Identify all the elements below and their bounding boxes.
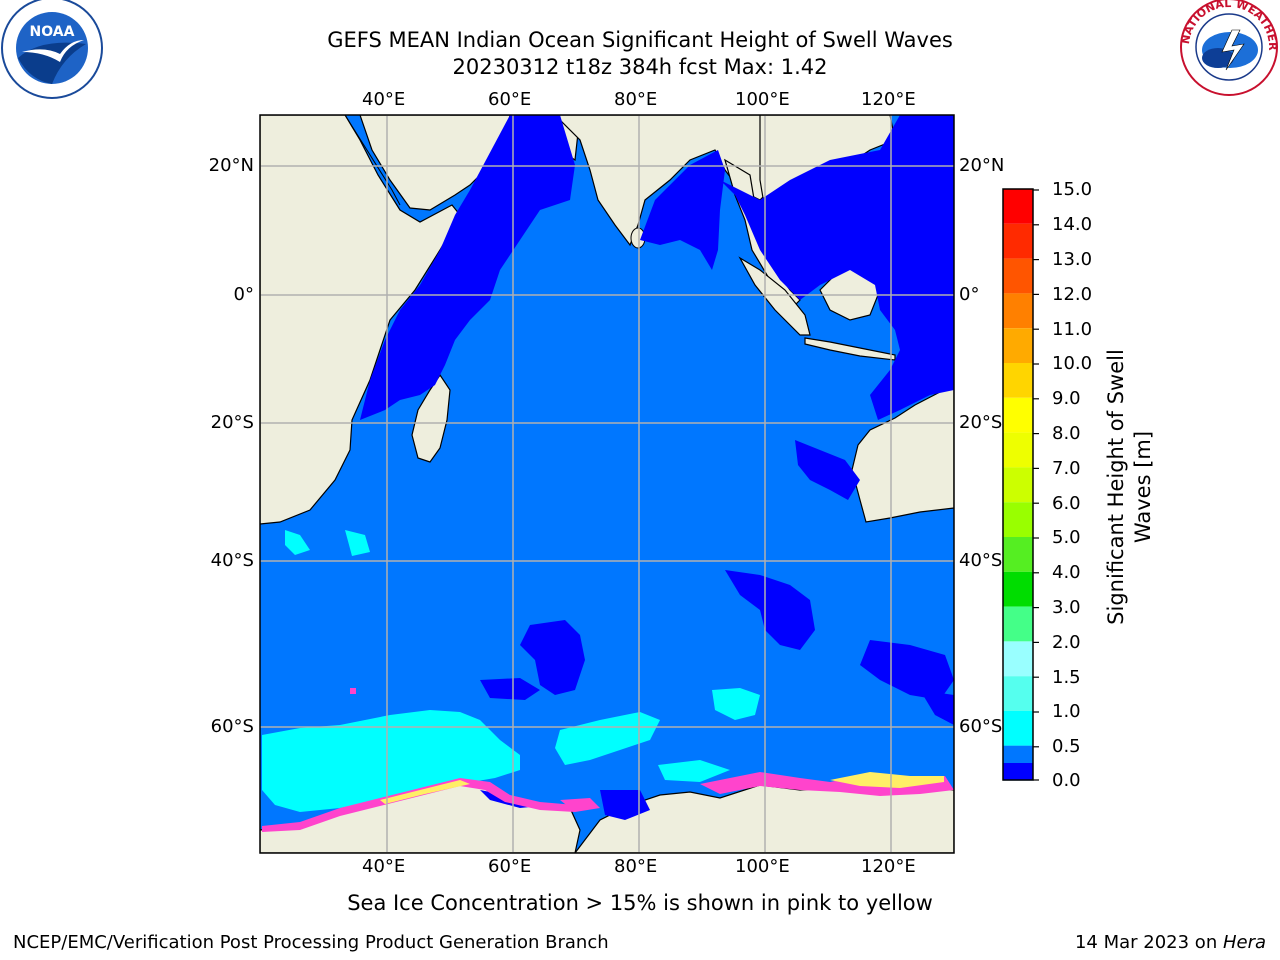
lat-label-right: 40°S	[959, 550, 1003, 571]
sea-ice-caption: Sea Ice Concentration > 15% is shown in …	[347, 891, 933, 915]
colorbar-swatch	[1003, 293, 1033, 329]
colorbar-tick-label: 10.0	[1052, 353, 1093, 374]
colorbar-tick-label: 4.0	[1052, 562, 1081, 583]
colorbar-swatch	[1003, 397, 1033, 433]
colorbar-swatch	[1003, 606, 1033, 642]
colorbar-tick-label: 7.0	[1052, 458, 1081, 479]
colorbar-swatch	[1003, 223, 1033, 259]
colorbar-swatch	[1003, 189, 1033, 224]
colorbar-tick-label: 9.0	[1052, 388, 1081, 409]
lon-label-top: 40°E	[362, 89, 406, 110]
colorbar-tick-label: 3.0	[1052, 597, 1081, 618]
colorbar-tick-label: 2.0	[1052, 632, 1081, 653]
lat-label-right: 20°N	[959, 155, 1005, 176]
lon-label-bottom: 80°E	[614, 856, 658, 877]
map-canvas	[260, 115, 954, 853]
lon-label-bottom: 40°E	[362, 856, 406, 877]
land-sumatra	[738, 256, 811, 336]
colorbar	[1002, 188, 1039, 781]
footer-right: 14 Mar 2023 on Hera	[1075, 932, 1266, 953]
map-frame	[259, 114, 955, 854]
lat-label-left: 60°S	[210, 716, 254, 737]
colorbar-swatch	[1003, 676, 1033, 711]
colorbar-swatch	[1003, 467, 1033, 503]
colorbar-tick-label: 0.5	[1052, 736, 1081, 757]
colorbar-swatch	[1003, 502, 1033, 537]
colorbar-tick-label: 13.0	[1052, 249, 1093, 270]
colorbar-swatch	[1003, 258, 1033, 294]
colorbar-swatch	[1003, 571, 1033, 607]
lat-label-left: 0°	[233, 284, 254, 305]
colorbar-tick-label: 8.0	[1052, 423, 1081, 444]
colorbar-tick-label: 6.0	[1052, 493, 1081, 514]
lon-label-top: 120°E	[861, 89, 916, 110]
lon-label-top: 100°E	[735, 89, 790, 110]
colorbar-tick-label: 15.0	[1052, 179, 1093, 200]
colorbar-swatch	[1003, 363, 1033, 398]
lon-label-top: 80°E	[614, 89, 658, 110]
colorbar-tick-label: 11.0	[1052, 319, 1093, 340]
colorbar-swatch	[1003, 641, 1033, 677]
footer-left: NCEP/EMC/Verification Post Processing Pr…	[13, 932, 609, 953]
lat-label-right: 20°S	[959, 412, 1003, 433]
colorbar-tick-label: 0.0	[1052, 770, 1081, 791]
land-africa	[260, 115, 461, 525]
footer-machine: Hera	[1222, 932, 1266, 953]
lon-label-bottom: 120°E	[861, 856, 916, 877]
colorbar-swatch	[1003, 711, 1033, 746]
lon-label-bottom: 100°E	[735, 856, 790, 877]
lat-label-right: 0°	[959, 284, 980, 305]
lon-label-top: 60°E	[488, 89, 532, 110]
footer-date: 14 Mar 2023 on	[1074, 932, 1223, 953]
title-line-1: GEFS MEAN Indian Ocean Significant Heigh…	[327, 28, 953, 52]
colorbar-tick-label: 12.0	[1052, 284, 1093, 305]
map-grid	[260, 115, 954, 853]
colorbar-label: Significant Height of Swell Waves [m]	[1104, 349, 1155, 625]
colorbar-swatch	[1003, 328, 1033, 363]
lat-label-left: 40°S	[210, 550, 254, 571]
title-line-2: 20230312 t18z 384h fcst Max: 1.42	[452, 55, 828, 79]
colorbar-tick-label: 5.0	[1052, 527, 1081, 548]
colorbar-tick-label: 1.5	[1052, 667, 1081, 688]
swell-0-0.5-regions	[360, 115, 954, 820]
colorbar-swatch	[1003, 537, 1033, 572]
lat-label-left: 20°S	[210, 412, 254, 433]
swell-1.0-1.5-regions	[262, 530, 760, 812]
land-madagascar	[411, 373, 451, 463]
lon-label-bottom: 60°E	[488, 856, 532, 877]
colorbar-tick-label: 14.0	[1052, 214, 1093, 235]
colorbar-swatch	[1003, 432, 1033, 468]
lat-label-left: 20°N	[208, 155, 254, 176]
lat-label-right: 60°S	[959, 716, 1003, 737]
colorbar-tick-label: 1.0	[1052, 701, 1081, 722]
